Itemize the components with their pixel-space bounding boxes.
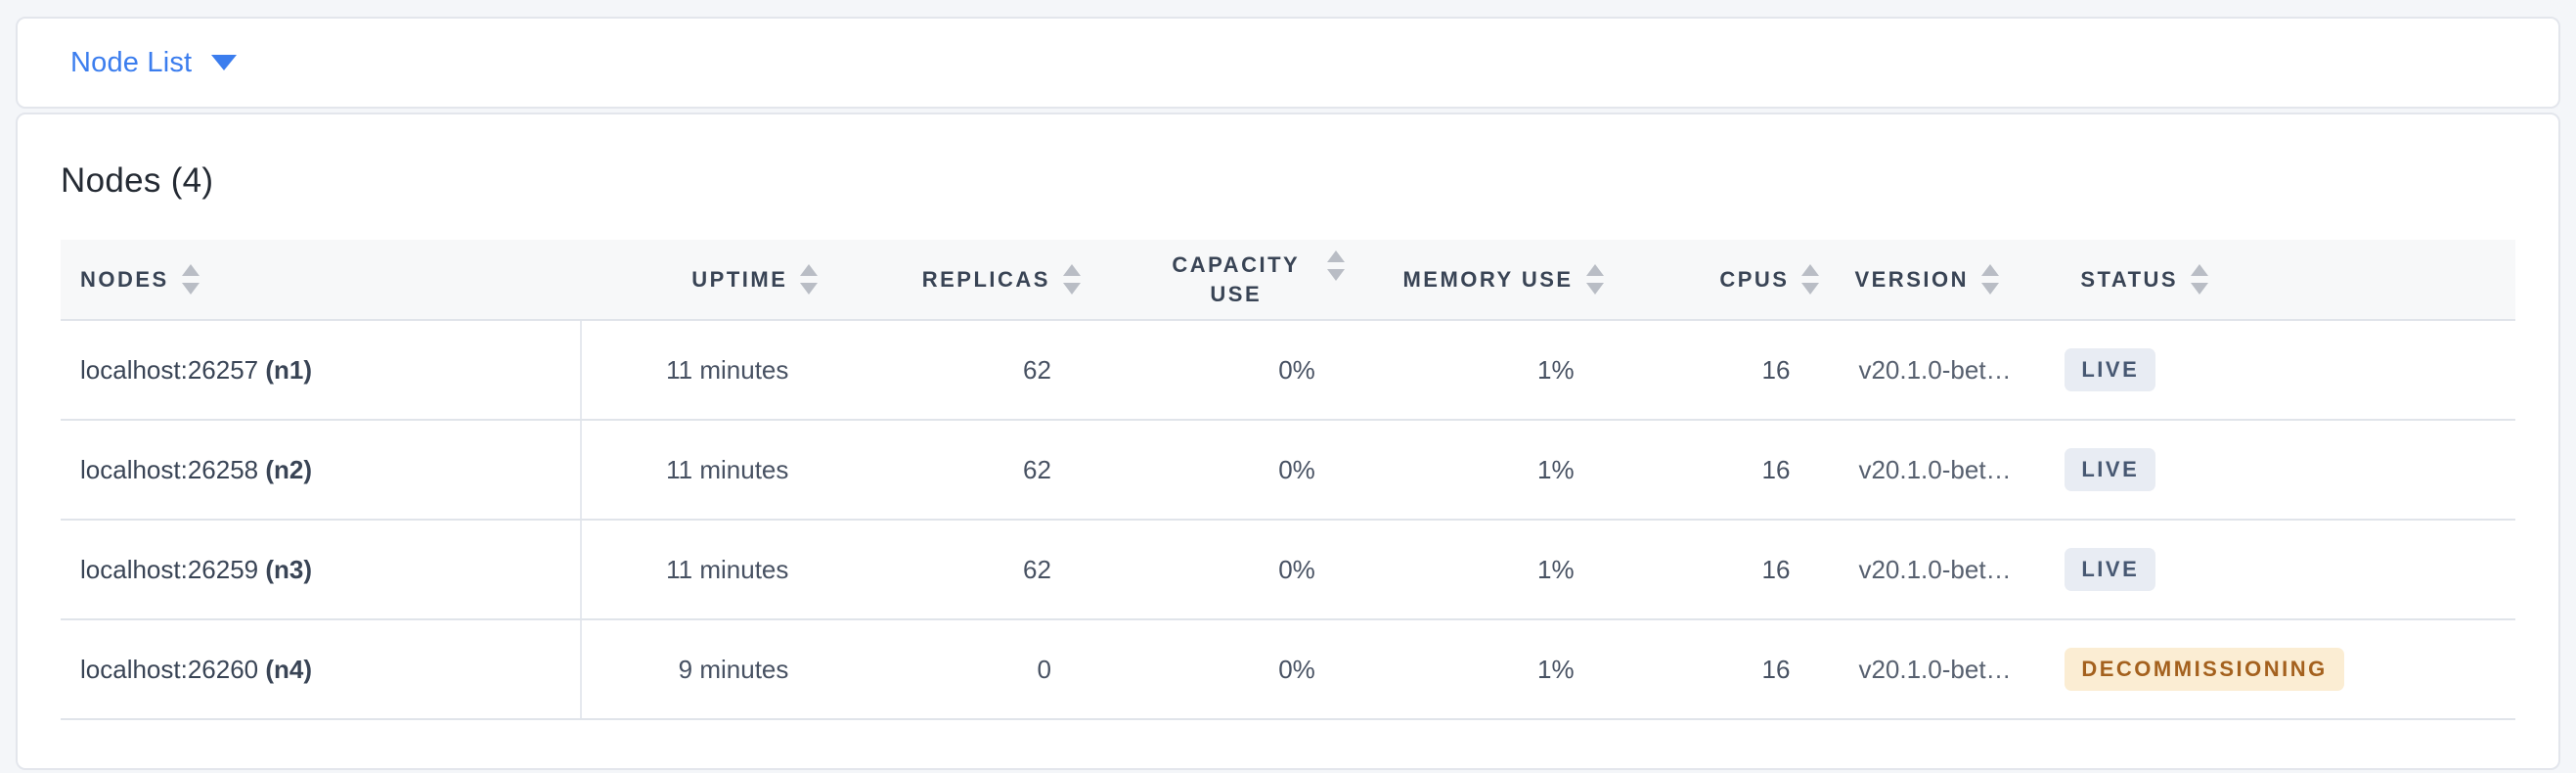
chevron-down-icon — [211, 55, 238, 70]
node-id: (n4) — [265, 654, 313, 684]
view-selector-bar: Node List — [16, 17, 2560, 109]
cpus-cell: 16 — [1622, 619, 1840, 720]
table-row[interactable]: localhost:26257 (n1) 11 minutes 62 0% 1%… — [61, 320, 2515, 421]
status-cell: DECOMMISSIONING — [2065, 619, 2515, 720]
status-badge: LIVE — [2065, 348, 2156, 391]
status-cell: LIVE — [2065, 420, 2515, 521]
page-title: Nodes (4) — [61, 161, 214, 200]
memory-use-cell: 1% — [1363, 320, 1623, 421]
sort-icon[interactable] — [800, 264, 819, 295]
sort-icon[interactable] — [2191, 264, 2209, 295]
uptime-cell: 9 minutes — [580, 619, 838, 720]
column-header-status[interactable]: Status — [2065, 240, 2515, 321]
node-address-cell[interactable]: localhost:26260 (n4) — [61, 619, 582, 720]
replicas-cell: 62 — [837, 320, 1100, 421]
table-row[interactable]: localhost:26259 (n3) 11 minutes 62 0% 1%… — [61, 520, 2515, 620]
nodes-panel: Nodes (4) Nodes Uptime — [16, 113, 2560, 770]
nodes-table: Nodes Uptime Replicas — [61, 240, 2515, 720]
status-badge: LIVE — [2065, 548, 2156, 591]
replicas-cell: 0 — [837, 619, 1100, 720]
uptime-cell: 11 minutes — [580, 320, 838, 421]
column-header-version[interactable]: Version — [1839, 240, 2065, 321]
table-row[interactable]: localhost:26258 (n2) 11 minutes 62 0% 1%… — [61, 420, 2515, 521]
status-badge: LIVE — [2065, 448, 2156, 491]
cpus-cell: 16 — [1622, 420, 1840, 521]
node-address-cell[interactable]: localhost:26258 (n2) — [61, 420, 582, 521]
memory-use-cell: 1% — [1363, 420, 1623, 521]
node-id: (n2) — [265, 454, 313, 484]
sort-icon[interactable] — [1062, 264, 1081, 295]
table-row[interactable]: localhost:26260 (n4) 9 minutes 0 0% 1% 1… — [61, 619, 2515, 720]
capacity-use-cell: 0% — [1099, 320, 1364, 421]
node-id: (n1) — [265, 354, 313, 385]
node-id: (n3) — [265, 554, 313, 584]
cpus-cell: 16 — [1622, 320, 1840, 421]
version-cell: v20.1.0-bet… — [1839, 320, 2065, 421]
column-header-replicas[interactable]: Replicas — [837, 240, 1100, 321]
column-header-nodes[interactable]: Nodes — [61, 240, 582, 321]
table-header-row: Nodes Uptime Replicas — [61, 240, 2515, 321]
capacity-use-cell: 0% — [1099, 520, 1364, 620]
replicas-cell: 62 — [837, 520, 1100, 620]
view-dropdown-label: Node List — [70, 46, 193, 78]
sort-icon[interactable] — [1326, 250, 1345, 281]
sort-icon[interactable] — [1801, 264, 1820, 295]
memory-use-cell: 1% — [1363, 619, 1623, 720]
uptime-cell: 11 minutes — [580, 420, 838, 521]
replicas-cell: 62 — [837, 420, 1100, 521]
capacity-use-cell: 0% — [1099, 619, 1364, 720]
version-cell: v20.1.0-bet… — [1839, 619, 2065, 720]
sort-icon[interactable] — [1980, 264, 1999, 295]
cpus-cell: 16 — [1622, 520, 1840, 620]
capacity-use-cell: 0% — [1099, 420, 1364, 521]
column-header-capacity-use[interactable]: Capacity Use — [1099, 240, 1364, 321]
status-cell: LIVE — [2065, 320, 2515, 421]
view-dropdown[interactable]: Node List — [70, 46, 238, 79]
column-header-uptime[interactable]: Uptime — [581, 240, 838, 321]
sort-icon[interactable] — [1585, 264, 1604, 295]
node-address-cell[interactable]: localhost:26257 (n1) — [61, 320, 582, 421]
column-header-memory-use[interactable]: Memory Use — [1363, 240, 1623, 321]
memory-use-cell: 1% — [1363, 520, 1623, 620]
sort-icon[interactable] — [181, 264, 200, 295]
node-address-cell[interactable]: localhost:26259 (n3) — [61, 520, 582, 620]
status-badge: DECOMMISSIONING — [2065, 648, 2344, 691]
version-cell: v20.1.0-bet… — [1839, 420, 2065, 521]
uptime-cell: 11 minutes — [580, 520, 838, 620]
column-header-cpus[interactable]: CPUs — [1622, 240, 1840, 321]
version-cell: v20.1.0-bet… — [1839, 520, 2065, 620]
status-cell: LIVE — [2065, 520, 2515, 620]
